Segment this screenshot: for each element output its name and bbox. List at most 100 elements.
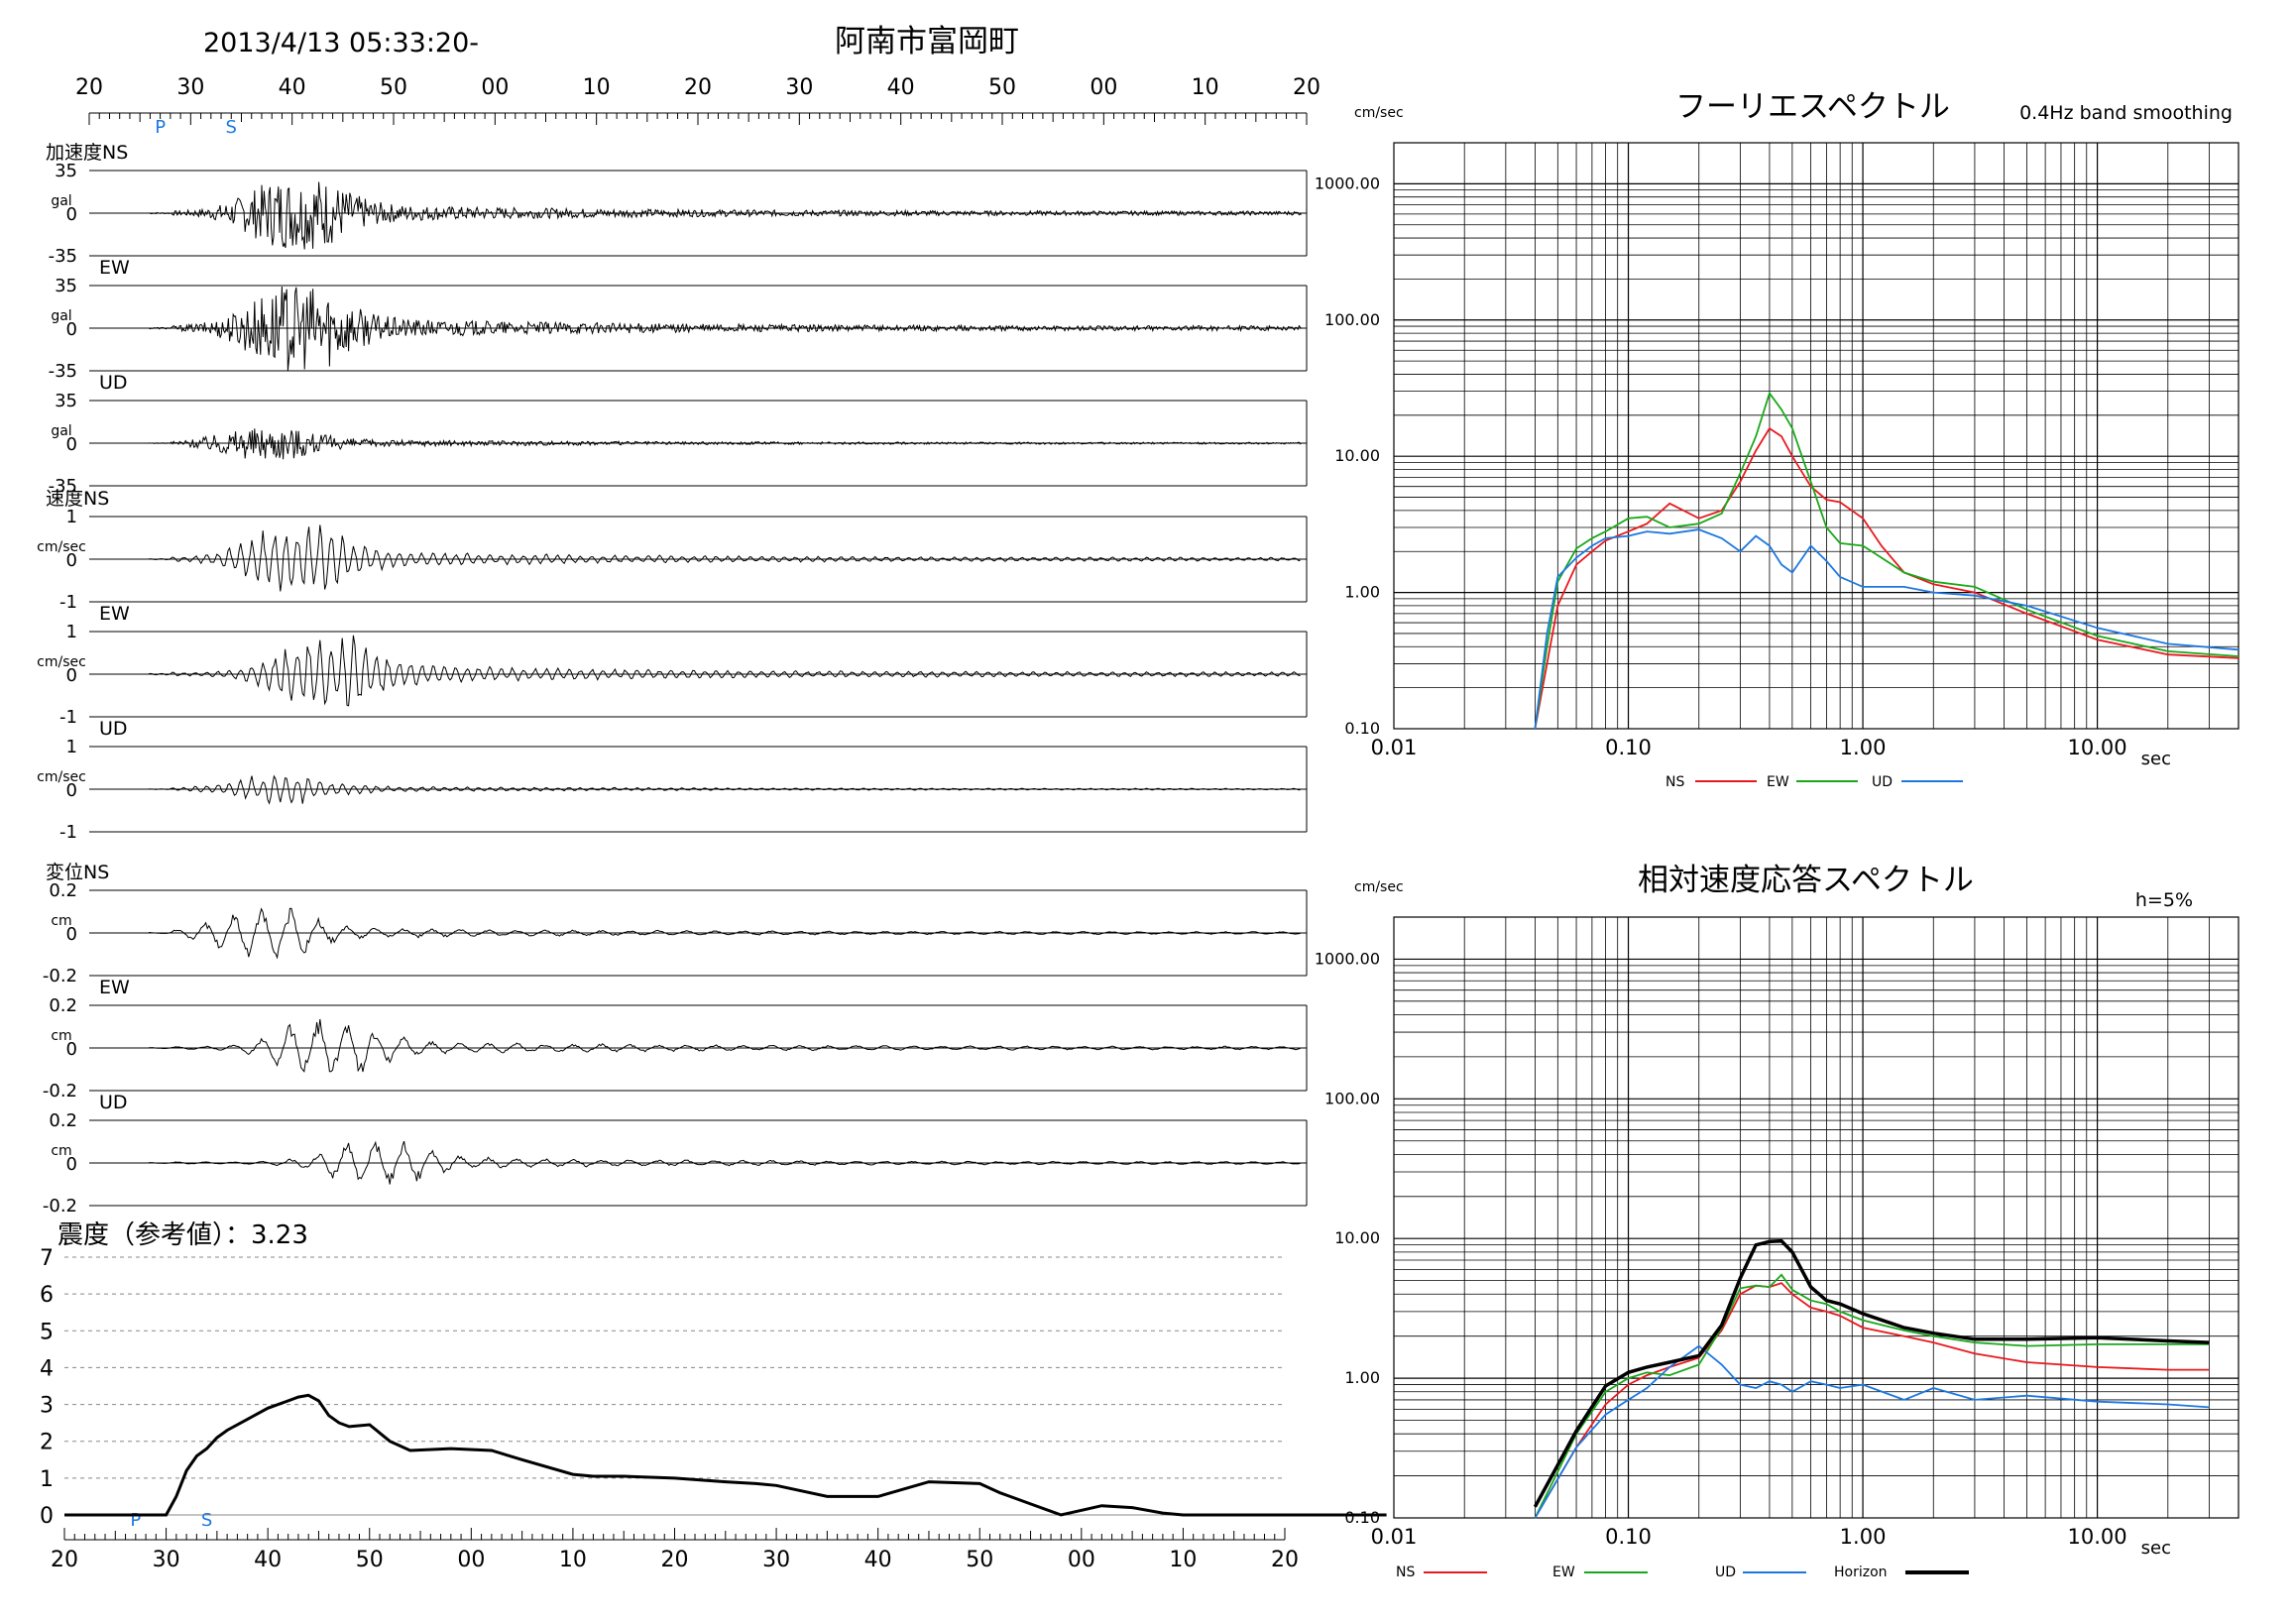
intensity-y-label: 4: [40, 1356, 54, 1381]
trace-component-label: EW: [99, 977, 130, 998]
trace-scale-min: -0.2: [43, 1081, 77, 1101]
spectrum-x-axis-unit: sec: [2141, 1538, 2171, 1559]
intensity-time-label: 50: [356, 1548, 384, 1572]
spectrum-series-ns: [1534, 426, 2239, 730]
spectrum-y-axis-unit: cm/sec: [1354, 879, 1404, 895]
trace-component-label: 加速度NS: [46, 142, 128, 164]
time-axis-label: 40: [279, 75, 306, 100]
intensity-y-label: 2: [40, 1431, 54, 1455]
waveform-path: [149, 524, 1301, 592]
intensity-time-label: 20: [661, 1548, 689, 1572]
waveform-path: [148, 774, 1301, 805]
time-axis-label: 00: [1090, 75, 1117, 100]
spectrum-series-ew: [1534, 391, 2239, 730]
spectrum-x-tick-label: 0.01: [1371, 1525, 1418, 1549]
intensity-line: [64, 1393, 1387, 1517]
trace-scale-min: -0.2: [43, 966, 77, 986]
intensity-time-label: 00: [457, 1548, 485, 1572]
trace-unit: gal: [51, 423, 71, 439]
spectrum-y-axis-unit: cm/sec: [1354, 105, 1404, 121]
trace-scale-max: 0.2: [49, 880, 77, 901]
intensity-time-label: 30: [762, 1548, 790, 1572]
trace-unit: gal: [51, 193, 71, 209]
spectrum-x-tick-label: 1.00: [1840, 1525, 1887, 1549]
trace-scale-min: -35: [49, 246, 77, 267]
time-axis-label: 10: [1192, 75, 1219, 100]
fourier-title: フーリエスペクトル: [1675, 89, 1950, 125]
spectrum-x-tick-label: 10.00: [2068, 1525, 2127, 1549]
trace-component-label: UD: [99, 1092, 128, 1113]
spectrum-x-tick-label: 10.00: [2068, 736, 2127, 759]
intensity-time-label: 00: [1068, 1548, 1095, 1572]
intensity-y-label: 3: [40, 1394, 54, 1419]
waveform-trace-vel-ud: UD 1 0 -1 cm/sec: [37, 718, 1308, 843]
intensity-time-label: 40: [254, 1548, 282, 1572]
trace-component-label: 変位NS: [46, 862, 109, 883]
trace-scale-zero: 0: [66, 319, 77, 340]
intensity-time-label: 30: [153, 1548, 180, 1572]
waveform-trace-vel-ew: EW 1 0 -1 cm/sec: [37, 603, 1308, 728]
trace-unit: cm: [51, 913, 71, 929]
spectrum-y-tick-label: 1.00: [1344, 1368, 1380, 1387]
waveform-path: [149, 1018, 1301, 1073]
spectrum-x-tick-label: 1.00: [1840, 736, 1887, 759]
trace-scale-zero: 0: [66, 204, 77, 225]
trace-scale-min: -35: [49, 361, 77, 382]
waveform-panel: 20 30 40 50 00 10 20 30 40 50 00 10 20P S加速度NS350-35g…: [37, 75, 1320, 1217]
response-subtitle: h=5%: [2135, 889, 2193, 911]
trace-component-label: EW: [99, 257, 130, 279]
spectrum-y-tick-label: 100.00: [1324, 1089, 1380, 1107]
time-axis-label: 20: [75, 75, 103, 100]
spectrum-frame: [1393, 916, 2239, 1519]
time-axis-label: 20: [1293, 75, 1320, 100]
time-axis-label: 40: [887, 75, 915, 100]
time-axis-label: 50: [988, 75, 1016, 100]
time-axis-label: 00: [481, 75, 509, 100]
trace-component-label: UD: [99, 718, 128, 740]
p-phase-mark: P: [130, 1510, 141, 1531]
spectrum-series-ud: [1534, 1344, 2210, 1519]
spectrum-y-tick-label: 10.00: [1334, 1228, 1380, 1247]
response-legend-label: NS: [1396, 1565, 1415, 1580]
s-phase-mark: S: [201, 1510, 212, 1531]
time-axis-label: 50: [380, 75, 407, 100]
intensity-time-label: 10: [559, 1548, 587, 1572]
trace-unit: cm: [51, 1143, 71, 1159]
waveform-path: [148, 428, 1303, 460]
trace-scale-min: -1: [59, 822, 77, 843]
trace-unit: cm: [51, 1028, 71, 1044]
trace-scale-max: 35: [55, 276, 77, 296]
trace-scale-zero: 0: [66, 1039, 77, 1060]
waveform-trace-disp-ew: EW 0.2 0 -0.2 cm: [43, 977, 1308, 1101]
station-name: 阿南市富岡町: [835, 24, 1019, 59]
intensity-y-label: 1: [40, 1467, 54, 1492]
trace-scale-zero: 0: [66, 434, 77, 455]
trace-scale-min: -1: [59, 707, 77, 728]
trace-unit: gal: [51, 308, 71, 324]
trace-scale-zero: 0: [66, 924, 77, 945]
intensity-time-label: 10: [1169, 1548, 1197, 1572]
time-axis-label: 30: [176, 75, 204, 100]
spectrum-y-tick-label: 1000.00: [1315, 949, 1380, 968]
waveform-trace-acc-ud: UD 35 0 -35 gal: [49, 372, 1308, 497]
trace-component-label: 速度NS: [46, 488, 109, 510]
trace-scale-zero: 0: [66, 780, 77, 801]
waveform-path: [148, 1140, 1301, 1185]
intensity-y-label: 7: [40, 1246, 54, 1271]
time-axis-label: 20: [684, 75, 712, 100]
intensity-title: 震度（参考値）：3.23: [57, 1220, 308, 1250]
trace-scale-max: 35: [55, 161, 77, 181]
trace-unit: cm/sec: [37, 539, 86, 555]
intensity-y-label: 0: [40, 1504, 54, 1529]
time-axis-label: 30: [785, 75, 813, 100]
trace-unit: cm/sec: [37, 769, 86, 785]
trace-scale-min: -1: [59, 592, 77, 613]
waveform-path: [148, 635, 1301, 707]
response-spectrum-panel: 0.01 0.10 1.00 10.000.101.0010.00100.001000…: [1315, 863, 2239, 1580]
intensity-panel: 震度（参考値）：3.23 0 1 2 3 4 5 6 7 20 30 40 50 00 10 20 30 40 50…: [40, 1220, 1387, 1572]
trace-unit: cm/sec: [37, 654, 86, 670]
waveform-path: [148, 181, 1302, 250]
